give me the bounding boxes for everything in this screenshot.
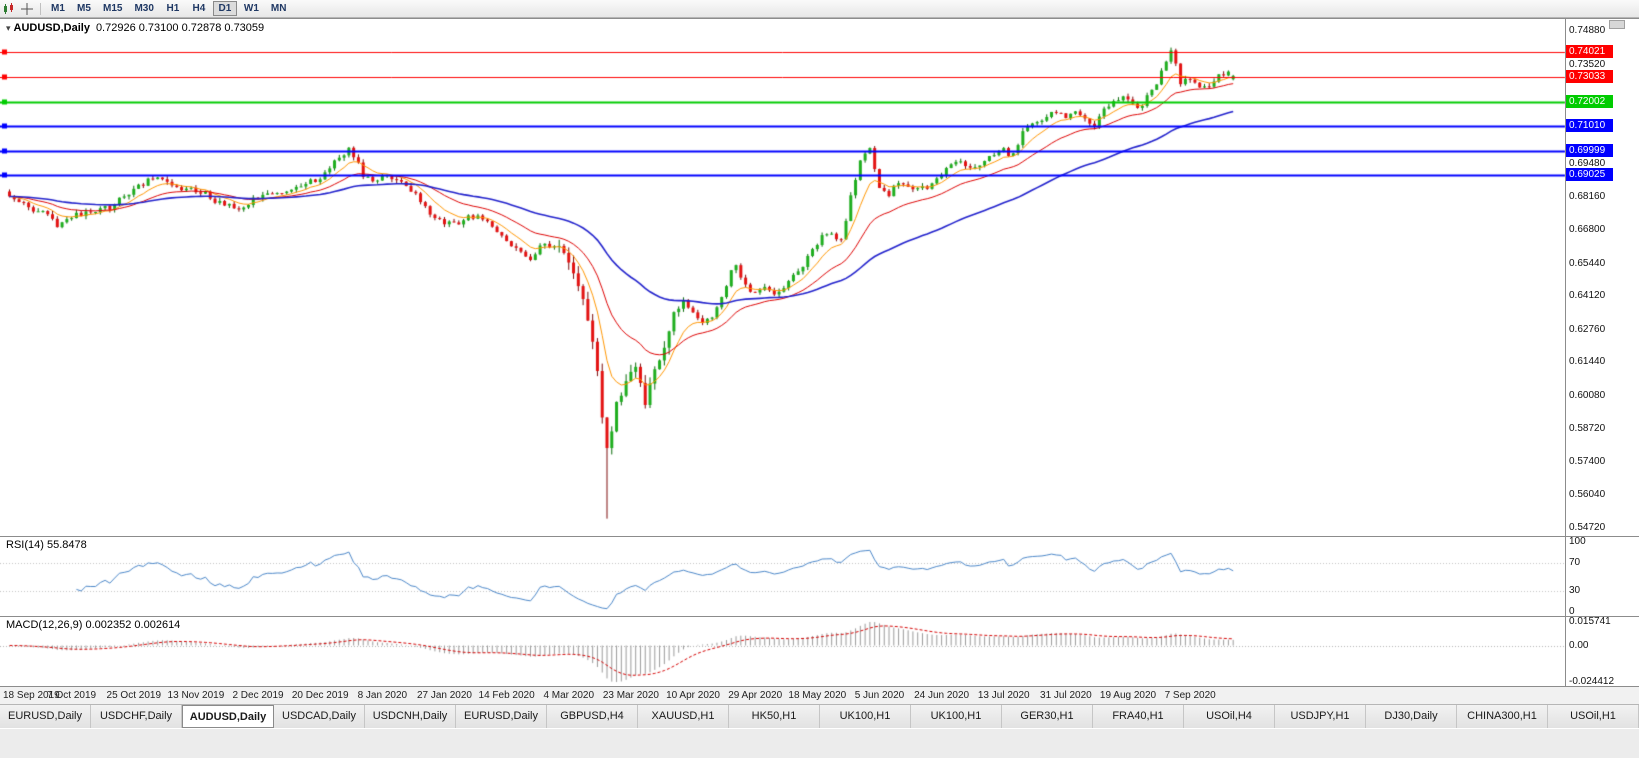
hline-price-badge: 0.71010 — [1566, 119, 1613, 133]
timeframe-d1[interactable]: D1 — [212, 1, 237, 16]
rsi-value: 55.8478 — [46, 539, 87, 551]
price-axis-label: 0.58720 — [1569, 423, 1606, 435]
tab-eurusd-daily[interactable]: EURUSD,Daily — [0, 705, 91, 728]
price-axis-label: 0.57400 — [1569, 455, 1606, 467]
tab-china300-h1[interactable]: CHINA300,H1 — [1457, 705, 1548, 728]
tab-usdjpy-h1[interactable]: USDJPY,H1 — [1275, 705, 1366, 728]
chart-tabs: EURUSD,Daily USDCHF,Daily AUDUSD,Daily USDC… — [0, 704, 1639, 728]
price-axis-label: 0.60080 — [1569, 389, 1606, 401]
timeframe-m30[interactable]: M30 — [134, 3, 154, 14]
rsi-scale-label: 100 — [1569, 536, 1586, 547]
price-axis-label: 0.65440 — [1569, 257, 1606, 269]
tab-uk100-h1[interactable]: UK100,H1 — [820, 705, 911, 728]
date-axis-label: 8 Jan 2020 — [357, 690, 408, 701]
tab-usdcad-daily[interactable]: USDCAD,Daily — [274, 705, 365, 728]
date-axis-label: 20 Dec 2019 — [291, 690, 349, 701]
macd-values: 0.002352 0.002614 — [85, 619, 181, 631]
macd-scale-bottom: -0.024412 — [1569, 676, 1615, 687]
tab-dj30-daily[interactable]: DJ30,Daily — [1366, 705, 1457, 728]
date-axis-label: 31 Jul 2020 — [1040, 690, 1092, 701]
macd-label: MACD(12,26,9) 0.002352 0.002614 — [6, 619, 180, 631]
tab-usdchf-daily[interactable]: USDCHF,Daily — [91, 705, 182, 728]
hline-price-badge: 0.72002 — [1566, 94, 1613, 108]
date-axis-label: 7 Sep 2020 — [1164, 690, 1216, 701]
price-axis-label: 0.68160 — [1569, 190, 1606, 202]
chart-title: ▾ AUDUSD,Daily 0.72926 0.73100 0.72878 0.7… — [6, 22, 264, 34]
hline-price-badge: 0.69999 — [1566, 144, 1613, 158]
date-axis-label: 24 Jun 2020 — [914, 690, 970, 701]
chart-dropdown-icon[interactable]: ▾ — [6, 23, 11, 33]
timeframe-h1[interactable]: H1 — [166, 3, 180, 14]
macd-scale-top: 0.015741 — [1569, 616, 1611, 627]
date-axis-label: 4 Mar 2020 — [543, 690, 595, 701]
hline-price-badge: 0.73033 — [1566, 69, 1613, 83]
tab-gbpusd-h4[interactable]: GBPUSD,H4 — [547, 705, 638, 728]
timeframe-h4[interactable]: H4 — [192, 3, 206, 14]
rsi-label: RSI(14) 55.8478 — [6, 539, 87, 551]
date-axis-label: 13 Nov 2019 — [167, 690, 225, 701]
rsi-scale-label: 70 — [1569, 557, 1581, 568]
timeframe-w1[interactable]: W1 — [243, 3, 259, 14]
date-axis-label: 19 Aug 2020 — [1099, 690, 1157, 701]
date-axis-label: 10 Apr 2020 — [666, 690, 720, 701]
macd-scale-zero: 0.00 — [1569, 639, 1589, 651]
candlestick-chart-icon[interactable] — [0, 1, 18, 17]
chart-ohlc-values: 0.72926 0.73100 0.72878 0.73059 — [95, 22, 265, 34]
tab-ger30-h1[interactable]: GER30,H1 — [1002, 705, 1093, 728]
rsi-scale-label: 30 — [1569, 585, 1581, 596]
top-toolbar: M1 M5 M15 M30 H1 H4 D1 W1 MN — [0, 0, 1639, 18]
price-scale-grip[interactable] — [1609, 20, 1625, 29]
date-axis-label: 14 Feb 2020 — [478, 690, 535, 701]
hline-price-badge: 0.69025 — [1566, 168, 1613, 182]
toolbar-separator — [40, 2, 41, 15]
crosshair-icon[interactable] — [18, 1, 36, 17]
date-axis-label: 13 Jul 2020 — [977, 690, 1030, 701]
timeframe-m15[interactable]: M15 — [103, 3, 123, 14]
tab-eurusd-daily[interactable]: EURUSD,Daily — [456, 705, 547, 728]
rsi-name: RSI(14) — [6, 539, 44, 551]
price-axis-label: 0.56040 — [1569, 489, 1606, 501]
date-axis-label: 18 May 2020 — [788, 690, 847, 701]
price-axis-label: 0.54720 — [1569, 522, 1606, 533]
rsi-panel[interactable] — [0, 536, 1639, 616]
date-axis-label: 2 Dec 2019 — [232, 690, 284, 701]
chart-symbol-label: AUDUSD,Daily — [13, 22, 90, 34]
tab-fra40-h1[interactable]: FRA40,H1 — [1093, 705, 1184, 728]
tab-uk100-h1[interactable]: UK100,H1 — [911, 705, 1002, 728]
tab-usoil-h1[interactable]: USOil,H1 — [1548, 705, 1639, 728]
macd-name: MACD(12,26,9) — [6, 619, 83, 631]
main-chart-panel[interactable] — [0, 18, 1639, 536]
hline-price-badge: 0.74021 — [1566, 45, 1613, 59]
date-axis-label: 7 Oct 2019 — [47, 690, 97, 701]
price-axis-label: 0.74880 — [1569, 25, 1606, 36]
tab-xauusd-h1[interactable]: XAUUSD,H1 — [638, 705, 729, 728]
date-axis-label: 29 Apr 2020 — [728, 690, 783, 701]
date-axis-label: 25 Oct 2019 — [106, 690, 162, 701]
price-axis-label: 0.62760 — [1569, 323, 1606, 335]
timeframe-m1[interactable]: M1 — [51, 3, 65, 14]
timeframe-mn[interactable]: MN — [270, 3, 287, 14]
date-axis-label: 5 Jun 2020 — [854, 690, 905, 701]
timeframe-buttons: M1 M5 M15 M30 H1 H4 D1 W1 MN — [45, 1, 292, 16]
tab-hk50-h1[interactable]: HK50,H1 — [729, 705, 820, 728]
price-axis-separator — [1565, 18, 1566, 686]
tab-audusd-daily[interactable]: AUDUSD,Daily — [182, 705, 274, 728]
date-axis-label: 27 Jan 2020 — [416, 690, 472, 701]
price-axis-label: 0.66800 — [1569, 224, 1606, 236]
tab-usdcnh-daily[interactable]: USDCNH,Daily — [365, 705, 456, 728]
price-axis-label: 0.64120 — [1569, 290, 1606, 302]
status-strip — [0, 728, 1639, 758]
timeframe-m5[interactable]: M5 — [77, 3, 91, 14]
macd-panel[interactable] — [0, 616, 1639, 686]
date-axis-label: 23 Mar 2020 — [602, 690, 659, 701]
price-axis-label: 0.61440 — [1569, 356, 1606, 368]
tab-usoil-h4[interactable]: USOil,H4 — [1184, 705, 1275, 728]
